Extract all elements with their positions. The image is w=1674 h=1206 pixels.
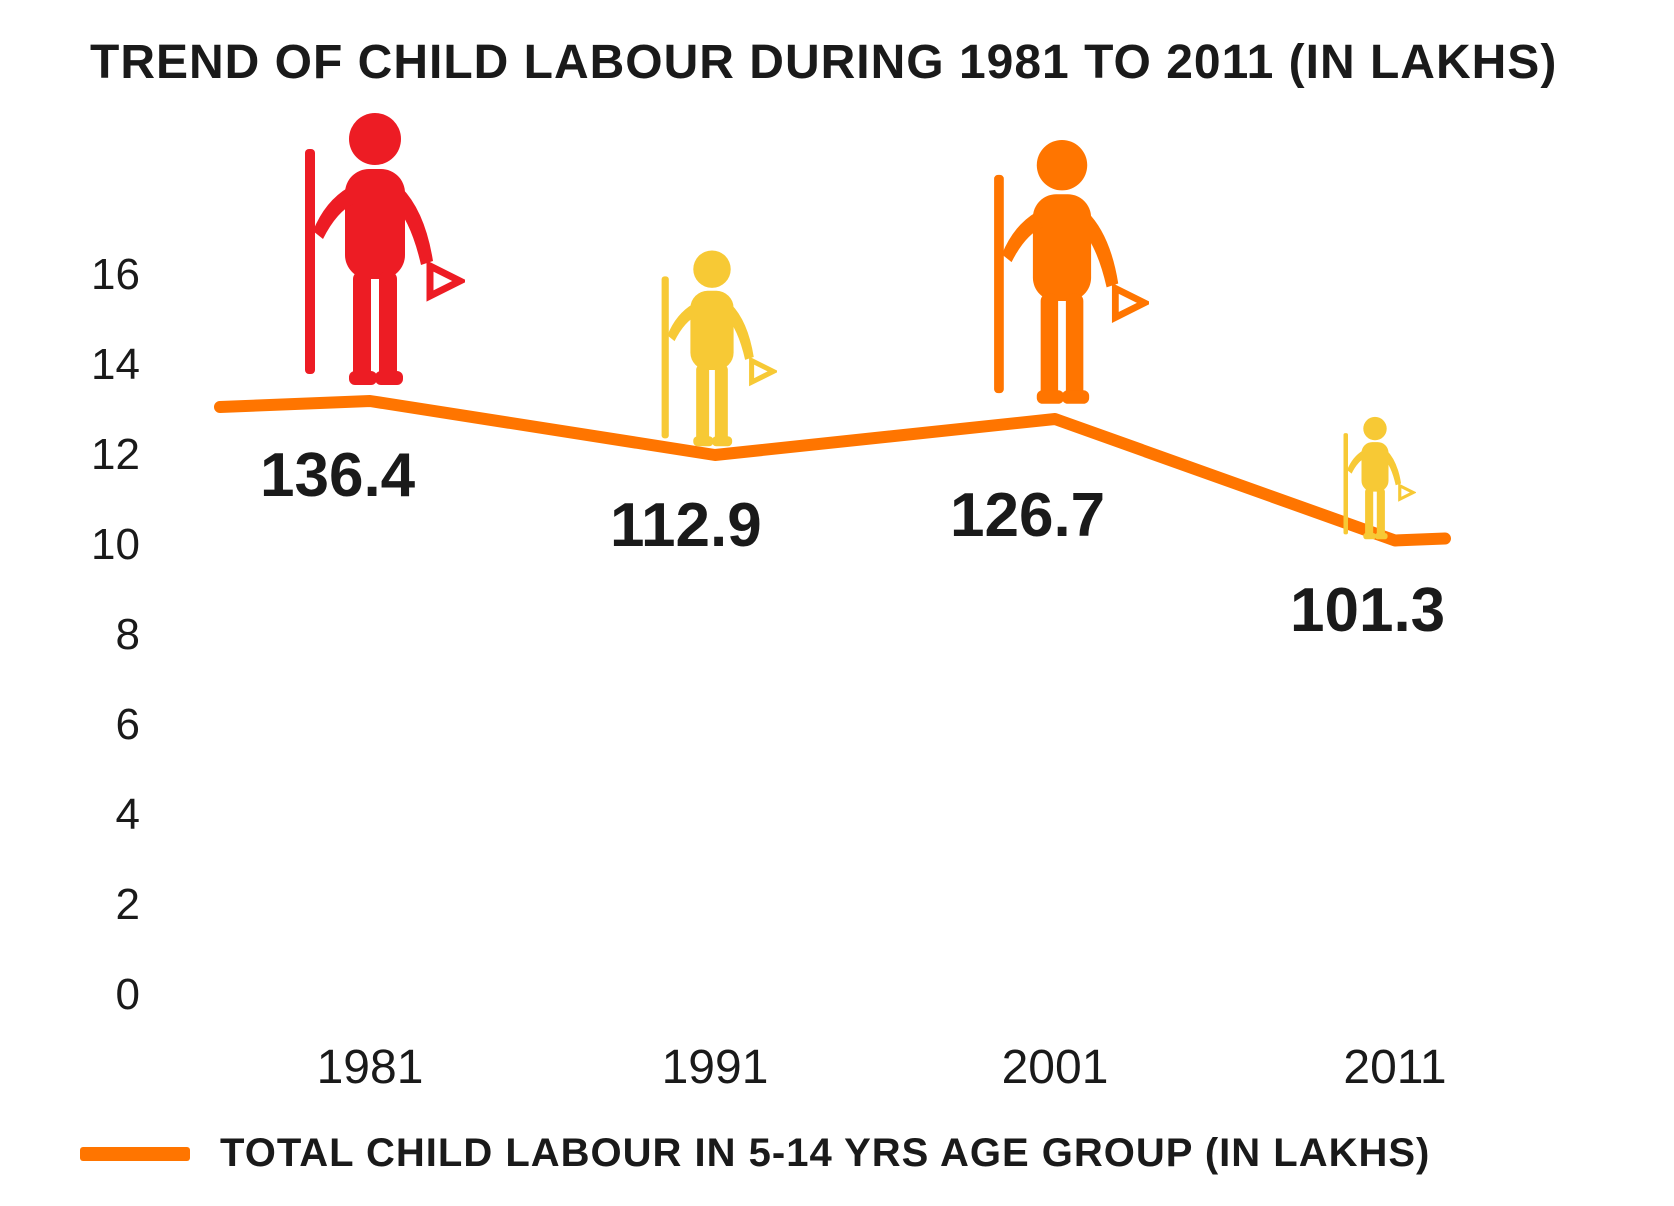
- x-tick-2001: 2001: [975, 1040, 1135, 1095]
- value-1981: 136.4: [260, 440, 415, 511]
- worker-icon-2001: [965, 138, 1149, 434]
- legend: TOTAL CHILD LABOUR IN 5-14 YRS AGE GROUP…: [80, 1131, 1430, 1176]
- value-1991: 112.9: [610, 490, 762, 561]
- worker-icon-1981: [275, 111, 465, 416]
- value-2001: 126.7: [950, 480, 1105, 551]
- chart-area: 16 14 12 10 8 6 4 2 0: [80, 140, 1620, 1000]
- chart-title: TREND OF CHILD LABOUR DURING 1981 TO 201…: [90, 35, 1654, 90]
- worker-icon-1991: [640, 249, 777, 470]
- legend-text: TOTAL CHILD LABOUR IN 5-14 YRS AGE GROUP…: [220, 1131, 1430, 1176]
- x-tick-1991: 1991: [635, 1040, 795, 1095]
- legend-swatch: [80, 1147, 190, 1161]
- x-tick-1981: 1981: [290, 1040, 450, 1095]
- x-tick-2011: 2011: [1315, 1040, 1475, 1095]
- worker-icon-2011: [1330, 416, 1416, 556]
- value-2011: 101.3: [1290, 575, 1445, 646]
